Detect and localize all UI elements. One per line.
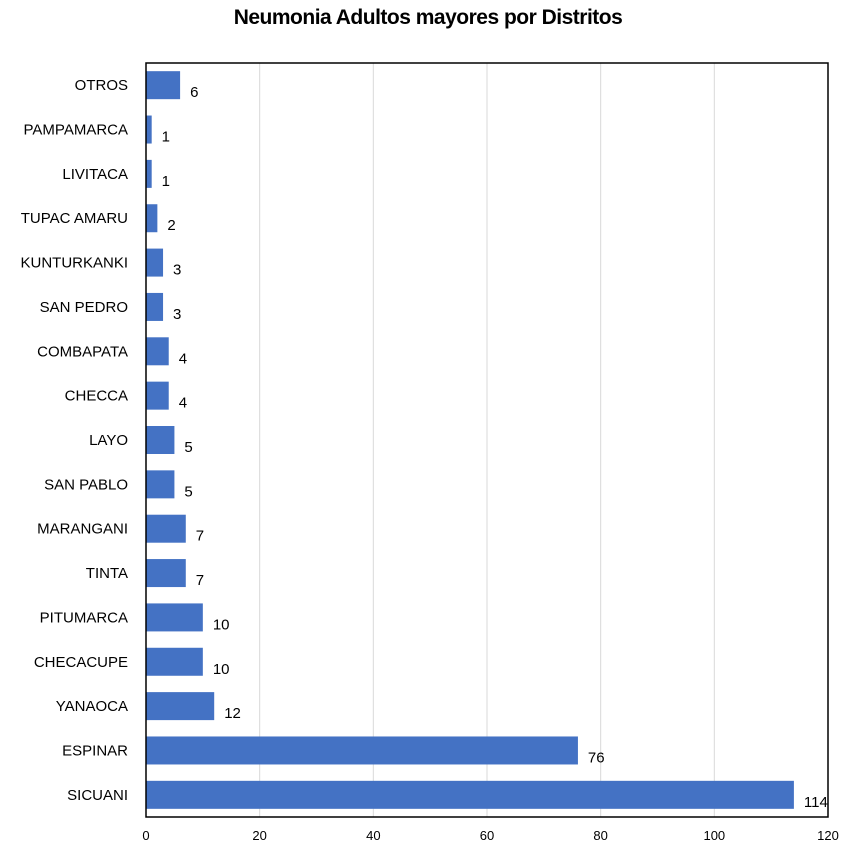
category-label: PITUMARCA — [40, 609, 128, 626]
gridlines — [259, 63, 715, 817]
bar — [146, 248, 164, 277]
category-label: SAN PABLO — [44, 476, 128, 493]
bars — [146, 71, 794, 809]
bar — [146, 692, 215, 721]
bar — [146, 559, 186, 588]
bar — [146, 337, 169, 366]
bar — [146, 204, 158, 233]
x-tick-label: 40 — [366, 828, 380, 843]
category-label: COMBAPATA — [37, 343, 128, 360]
bar — [146, 426, 175, 454]
category-label: LAYO — [89, 432, 128, 449]
x-tick-label: 100 — [703, 828, 725, 843]
data-label: 10 — [213, 616, 230, 633]
data-label: 1 — [162, 129, 170, 146]
bar — [146, 514, 186, 543]
bar — [146, 603, 203, 632]
category-label: YANAOCA — [56, 698, 128, 715]
data-label: 12 — [224, 705, 241, 722]
category-label: SAN PEDRO — [40, 299, 128, 316]
category-label: OTROS — [75, 77, 128, 94]
data-label: 5 — [184, 439, 192, 456]
bar — [146, 71, 181, 100]
data-label: 6 — [190, 84, 198, 101]
data-label: 3 — [173, 262, 181, 279]
bar — [146, 780, 794, 809]
bar — [146, 381, 169, 410]
bar — [146, 470, 175, 499]
data-label: 4 — [179, 395, 187, 412]
x-axis-ticks: 0 20 40 60 80 100 120 — [142, 828, 838, 843]
category-label: TINTA — [86, 565, 128, 582]
data-label: 7 — [196, 528, 204, 545]
x-tick-label: 60 — [480, 828, 494, 843]
data-label: 10 — [213, 661, 230, 678]
plot-frame — [145, 62, 829, 818]
x-tick-label: 0 — [142, 828, 149, 843]
bar — [146, 292, 164, 321]
data-label: 76 — [588, 749, 605, 766]
bar — [146, 159, 152, 188]
category-label: PAMPAMARCA — [24, 122, 128, 139]
data-label: 5 — [184, 483, 192, 500]
category-label: CHECACUPE — [34, 654, 128, 671]
data-label: 3 — [173, 306, 181, 323]
category-labels: OTROS PAMPAMARCA LIVITACA TUPAC AMARU KUNTUR… — [20, 77, 128, 804]
x-tick-label: 20 — [252, 828, 266, 843]
category-label: MARANGANI — [37, 521, 128, 538]
category-label: KUNTURKANKI — [20, 255, 128, 272]
chart-title: Neumonia Adultos mayores por Distritos — [233, 6, 623, 29]
category-label: LIVITACA — [62, 166, 128, 183]
x-tick-label: 120 — [817, 828, 839, 843]
data-label: 7 — [196, 572, 204, 589]
bar — [146, 647, 203, 676]
category-label: SICUANI — [67, 787, 128, 804]
data-label: 2 — [167, 217, 175, 234]
category-label: CHECCA — [65, 388, 128, 405]
data-label: 1 — [162, 173, 170, 190]
bar — [146, 115, 152, 144]
data-label: 4 — [179, 350, 187, 367]
category-label: TUPAC AMARU — [21, 210, 128, 227]
data-label: 114 — [804, 794, 828, 811]
category-label: ESPINAR — [62, 742, 128, 759]
bar — [146, 736, 578, 765]
x-tick-label: 80 — [593, 828, 607, 843]
